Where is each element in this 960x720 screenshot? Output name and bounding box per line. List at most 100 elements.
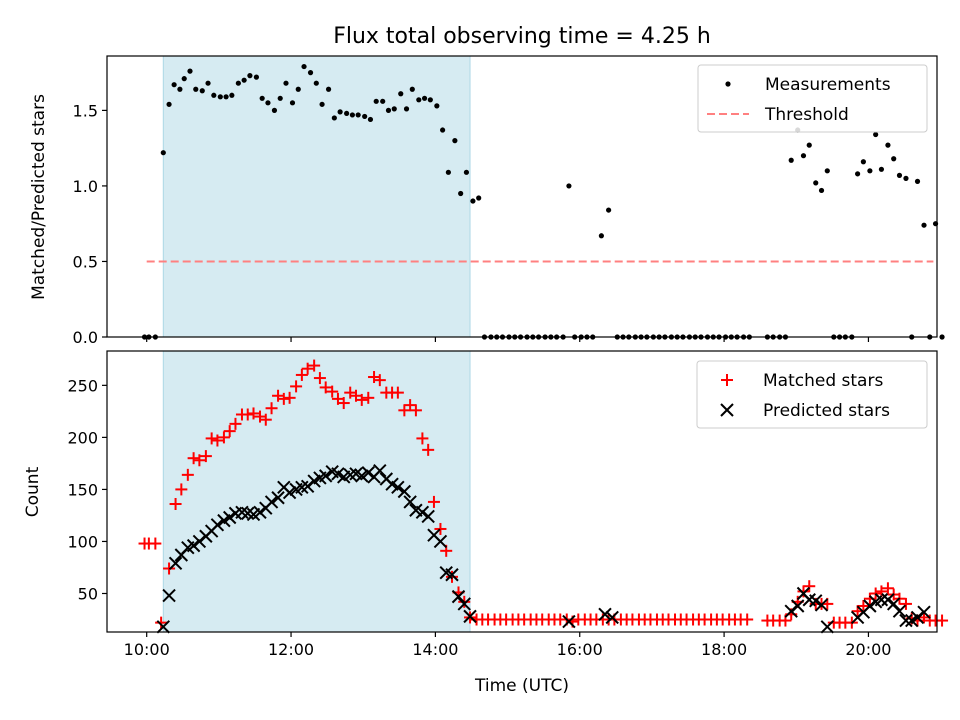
ratio-y-tick-label: 1.5 [73, 101, 98, 120]
x-tick-label: 16:00 [557, 640, 603, 659]
matched-stars-point [434, 522, 447, 535]
legend-measurements-label: Measurements [765, 75, 891, 95]
count-y-tick-label: 250 [67, 376, 98, 395]
predicted-stars-point [463, 609, 477, 624]
measurements-point [313, 80, 319, 86]
measurements-point [301, 63, 307, 70]
predicted-stars-point [403, 495, 417, 509]
measurements-point [271, 107, 278, 113]
matched-stars-point [797, 585, 810, 598]
measurements-point [289, 100, 296, 106]
count-legend-box [696, 360, 928, 429]
predicted-stars-point [391, 480, 405, 495]
legend-measurements-marker [725, 81, 731, 87]
ratio-y-tick-label: 1.0 [73, 177, 98, 196]
legend-matched-label: Matched stars [763, 371, 883, 391]
matched-stars-point [857, 599, 870, 612]
measurements-point [217, 94, 223, 100]
ratio-y-tick-label: 0.0 [73, 328, 98, 347]
measurements-point [427, 97, 433, 103]
measurements-point [211, 92, 217, 98]
matched-stars-point [283, 391, 296, 404]
count-legend: Matched stars Predicted stars [696, 360, 928, 429]
predicted-stars-point [168, 556, 183, 571]
predicted-stars-point [605, 610, 619, 625]
matched-stars-point [247, 407, 260, 420]
matched-stars-point [404, 399, 417, 412]
measurements-point [403, 106, 410, 112]
measurements-point [331, 115, 337, 121]
predicted-stars-point [433, 534, 448, 549]
measurements-point [896, 172, 903, 178]
predicted-stars-point [421, 509, 435, 524]
matched-stars-point [391, 386, 404, 399]
measurements-point [458, 190, 464, 197]
predicted-stars-point [397, 484, 412, 499]
matched-stars-point [229, 417, 242, 430]
measurements-point [373, 98, 379, 104]
measurements-point [171, 82, 177, 88]
count-y-tick-label: 150 [67, 480, 98, 499]
matched-stars-point [277, 392, 290, 405]
measurements-point [241, 77, 247, 83]
measurements-point [476, 195, 482, 201]
measurements-point [813, 180, 819, 186]
measurements-point [277, 95, 283, 101]
x-tick-label: 12:00 [268, 640, 314, 659]
predicted-stars-point [271, 491, 285, 505]
predicted-stars-point [373, 463, 387, 478]
measurements-point [463, 169, 470, 175]
matched-stars-point [199, 450, 212, 463]
matched-stars-point [223, 425, 236, 438]
measurements-point [166, 101, 172, 107]
x-tick-label: 14:00 [412, 640, 458, 659]
measurements-point [873, 131, 879, 138]
measurements-point [434, 103, 440, 109]
ratio-axes-frame [106, 55, 938, 338]
matched-stars-point [155, 616, 168, 629]
measurements-point [421, 95, 428, 101]
count-observing-window-span [162, 350, 471, 633]
count-axes-frame [106, 350, 938, 633]
legend-predicted-label: Predicted stars [763, 401, 890, 421]
measurements-point [355, 112, 361, 118]
matched-stars-point [259, 413, 272, 426]
measurements-point [362, 113, 368, 120]
matched-stars-point [205, 432, 218, 445]
matched-stars-point [290, 380, 303, 393]
measurements-point [566, 183, 572, 189]
measurements-point [344, 110, 350, 117]
x-tick-label: 10:00 [124, 640, 170, 659]
measurements-point [205, 80, 211, 86]
measurements-point [193, 86, 199, 92]
count-y-tick-label: 200 [67, 428, 98, 447]
predicted-stars-point [562, 614, 576, 629]
predicted-stars-point [790, 599, 805, 613]
matched-stars-point [427, 495, 440, 508]
matched-stars-point [445, 570, 458, 583]
predicted-stars-point [162, 588, 176, 603]
predicted-stars-point [881, 593, 895, 607]
measurements-point [187, 68, 193, 74]
measurements-point [416, 97, 422, 103]
predicted-stars-point [186, 538, 201, 553]
matched-stars-point [169, 497, 182, 510]
predicted-stars-point [457, 597, 471, 611]
measurements-point [295, 86, 301, 92]
measurements-point [860, 159, 866, 165]
predicted-stars-point [156, 620, 171, 634]
matched-stars-point [308, 359, 321, 372]
predicted-stars-point [886, 597, 901, 611]
count-y-tick-label: 50 [78, 584, 98, 603]
matched-stars-point [398, 404, 411, 417]
measurements-point [824, 168, 830, 174]
matched-stars-point [187, 452, 200, 465]
predicted-stars-point [264, 495, 279, 509]
ratio-y-tick-label: 0.5 [73, 252, 98, 271]
measurements-point [235, 80, 241, 86]
predicted-stars-point [899, 613, 913, 628]
ratio-y-axis-label: Matched/Predicted stars [29, 94, 49, 300]
count-plot-area [162, 350, 471, 633]
predicted-stars-point [820, 620, 835, 634]
